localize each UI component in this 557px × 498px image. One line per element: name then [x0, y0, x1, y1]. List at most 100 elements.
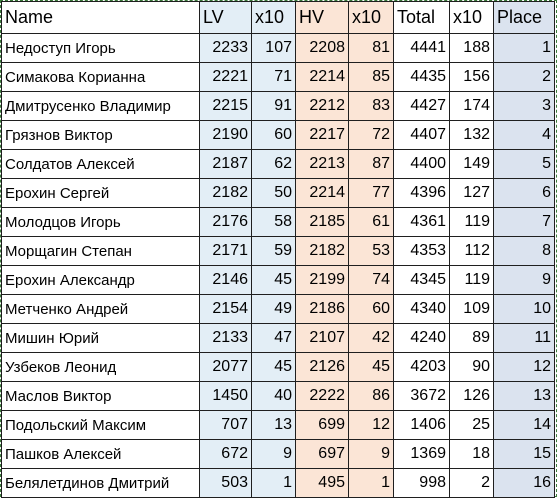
cell-place: 11: [493, 323, 555, 353]
cell-place: 5: [493, 149, 555, 179]
cell-total-x10: 156: [449, 62, 494, 92]
cell-total-x10: 188: [449, 33, 494, 63]
header-total-x10: x10: [449, 1, 494, 34]
cell-lv-x10: 45: [251, 352, 296, 382]
cell-total-x10: 90: [449, 352, 494, 382]
cell-total: 4396: [393, 178, 450, 208]
cell-lv-x10: 50: [251, 178, 296, 208]
cell-total-x10: 112: [449, 236, 494, 266]
cell-hv-x10: 9: [348, 439, 394, 469]
cell-hv: 2214: [295, 62, 349, 92]
cell-lv: 2146: [199, 265, 252, 295]
cell-place: 2: [493, 62, 555, 92]
cell-hv: 2208: [295, 33, 349, 63]
cell-lv-x10: 91: [251, 91, 296, 121]
cell-hv: 495: [295, 468, 349, 498]
cell-total: 4400: [393, 149, 450, 179]
cell-total: 1406: [393, 410, 450, 440]
cell-total-x10: 127: [449, 178, 494, 208]
cell-total-x10: 109: [449, 294, 494, 324]
cell-hv: 2186: [295, 294, 349, 324]
cell-hv: 2213: [295, 149, 349, 179]
table-row: Ерохин Александр 2146 45 2199 74 4345 119 9: [1, 265, 555, 295]
table-row: Белялетдинов Дмитрий 503 1 495 1 998 2 16: [1, 468, 555, 498]
cell-lv: 2215: [199, 91, 252, 121]
cell-hv-x10: 81: [348, 33, 394, 63]
cell-hv-x10: 12: [348, 410, 394, 440]
cell-hv: 697: [295, 439, 349, 469]
header-total: Total: [393, 1, 450, 34]
cell-total: 4435: [393, 62, 450, 92]
cell-lv-x10: 71: [251, 62, 296, 92]
cell-place: 1: [493, 33, 555, 63]
cell-name: Грязнов Виктор: [1, 120, 200, 150]
cell-total-x10: 126: [449, 381, 494, 411]
cell-hv-x10: 42: [348, 323, 394, 353]
cell-hv-x10: 83: [348, 91, 394, 121]
table-row: Недоступ Игорь 2233 107 2208 81 4441 188 1: [1, 33, 555, 63]
cell-total-x10: 119: [449, 207, 494, 237]
cell-hv: 2214: [295, 178, 349, 208]
header-name: Name: [1, 1, 200, 34]
cell-lv: 2176: [199, 207, 252, 237]
cell-lv-x10: 58: [251, 207, 296, 237]
table-row: Грязнов Виктор 2190 60 2217 72 4407 132 4: [1, 120, 555, 150]
table-row: Маслов Виктор 1450 40 2222 86 3672 126 13: [1, 381, 555, 411]
cell-hv: 2199: [295, 265, 349, 295]
cell-hv: 2182: [295, 236, 349, 266]
cell-hv-x10: 74: [348, 265, 394, 295]
cell-hv: 2217: [295, 120, 349, 150]
cell-lv-x10: 59: [251, 236, 296, 266]
table-row: Подольский Максим 707 13 699 12 1406 25 14: [1, 410, 555, 440]
cell-hv-x10: 85: [348, 62, 394, 92]
table-row: Солдатов Алексей 2187 62 2213 87 4400 149 5: [1, 149, 555, 179]
cell-lv-x10: 62: [251, 149, 296, 179]
cell-hv: 2185: [295, 207, 349, 237]
cell-place: 3: [493, 91, 555, 121]
table-row: Симакова Корианна 2221 71 2214 85 4435 156 2: [1, 62, 555, 92]
results-body: Недоступ Игорь 2233 107 2208 81 4441 188 1 Симак…: [1, 33, 555, 498]
table-row: Морщагин Степан 2171 59 2182 53 4353 112 8: [1, 236, 555, 266]
cell-hv-x10: 77: [348, 178, 394, 208]
cell-total-x10: 174: [449, 91, 494, 121]
table-row: Мишин Юрий 2133 47 2107 42 4240 89 11: [1, 323, 555, 353]
cell-lv: 2171: [199, 236, 252, 266]
cell-total-x10: 119: [449, 265, 494, 295]
cell-lv-x10: 13: [251, 410, 296, 440]
cell-lv: 707: [199, 410, 252, 440]
cell-lv-x10: 9: [251, 439, 296, 469]
header-row: Name LV x10 HV x10 Total x10 Place: [1, 1, 555, 34]
cell-name: Узбеков Леонид: [1, 352, 200, 382]
cell-place: 12: [493, 352, 555, 382]
cell-name: Солдатов Алексей: [1, 149, 200, 179]
cell-total: 4353: [393, 236, 450, 266]
cell-lv: 2154: [199, 294, 252, 324]
cell-hv: 2222: [295, 381, 349, 411]
cell-place: 14: [493, 410, 555, 440]
cell-lv-x10: 1: [251, 468, 296, 498]
cell-lv-x10: 45: [251, 265, 296, 295]
cell-lv-x10: 40: [251, 381, 296, 411]
cell-name: Белялетдинов Дмитрий: [1, 468, 200, 498]
cell-total-x10: 132: [449, 120, 494, 150]
cell-total: 4240: [393, 323, 450, 353]
cell-lv: 2187: [199, 149, 252, 179]
cell-total-x10: 2: [449, 468, 494, 498]
cell-name: Ерохин Александр: [1, 265, 200, 295]
cell-hv-x10: 86: [348, 381, 394, 411]
cell-lv: 2133: [199, 323, 252, 353]
header-place: Place: [493, 1, 555, 34]
cell-name: Симакова Корианна: [1, 62, 200, 92]
table-row: Пашков Алексей 672 9 697 9 1369 18 15: [1, 439, 555, 469]
cell-place: 7: [493, 207, 555, 237]
cell-hv-x10: 53: [348, 236, 394, 266]
cell-total: 4361: [393, 207, 450, 237]
header-hv-x10: x10: [348, 1, 394, 34]
table-row: Молодцов Игорь 2176 58 2185 61 4361 119 7: [1, 207, 555, 237]
cell-name: Молодцов Игорь: [1, 207, 200, 237]
header-lv: LV: [199, 1, 252, 34]
cell-hv-x10: 87: [348, 149, 394, 179]
cell-total: 4345: [393, 265, 450, 295]
